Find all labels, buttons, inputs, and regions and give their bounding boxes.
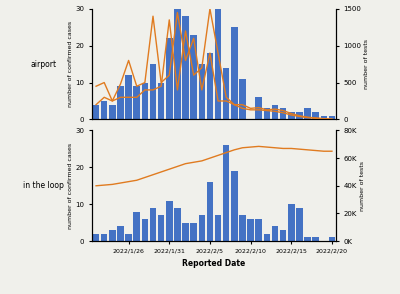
Bar — [288, 112, 294, 119]
Bar — [150, 208, 156, 241]
Bar — [280, 108, 286, 119]
Bar — [247, 219, 254, 241]
Bar — [264, 108, 270, 119]
Bar — [329, 237, 335, 241]
Bar — [256, 219, 262, 241]
Bar — [190, 35, 197, 119]
Bar — [223, 68, 230, 119]
Bar — [215, 9, 221, 119]
Bar — [109, 105, 116, 119]
Bar — [320, 116, 327, 119]
Bar — [304, 108, 311, 119]
Bar — [207, 53, 213, 119]
Bar — [256, 97, 262, 119]
Bar — [93, 234, 99, 241]
Text: airport: airport — [30, 60, 56, 69]
Bar — [296, 208, 303, 241]
Bar — [312, 237, 319, 241]
Bar — [239, 215, 246, 241]
Bar — [207, 182, 213, 241]
Bar — [158, 215, 164, 241]
Bar — [142, 219, 148, 241]
Bar — [223, 145, 230, 241]
Bar — [182, 223, 189, 241]
Bar — [174, 9, 181, 119]
Bar — [134, 212, 140, 241]
Bar — [166, 38, 172, 119]
Text: in the loop: in the loop — [23, 181, 64, 190]
X-axis label: Reported Date: Reported Date — [182, 259, 246, 268]
Bar — [125, 75, 132, 119]
Bar — [304, 237, 311, 241]
Bar — [109, 230, 116, 241]
Bar — [264, 234, 270, 241]
Bar — [231, 27, 238, 119]
Y-axis label: number of confirmed cases: number of confirmed cases — [68, 143, 72, 229]
Bar — [117, 86, 124, 119]
Bar — [272, 226, 278, 241]
Bar — [158, 83, 164, 119]
Bar — [296, 112, 303, 119]
Bar — [288, 204, 294, 241]
Bar — [272, 105, 278, 119]
Bar — [312, 112, 319, 119]
Bar — [198, 64, 205, 119]
Bar — [142, 83, 148, 119]
Bar — [125, 234, 132, 241]
Bar — [166, 201, 172, 241]
Bar — [117, 226, 124, 241]
Bar — [215, 215, 221, 241]
Bar — [231, 171, 238, 241]
Y-axis label: number of tests: number of tests — [360, 161, 365, 211]
Bar — [182, 16, 189, 119]
Bar — [101, 234, 108, 241]
Y-axis label: number of confirmed cases: number of confirmed cases — [68, 21, 72, 107]
Y-axis label: number of tests: number of tests — [364, 39, 370, 89]
Bar — [150, 64, 156, 119]
Bar — [134, 86, 140, 119]
Bar — [190, 223, 197, 241]
Bar — [174, 208, 181, 241]
Bar — [329, 116, 335, 119]
Bar — [93, 105, 99, 119]
Bar — [198, 215, 205, 241]
Bar — [101, 101, 108, 119]
Bar — [239, 79, 246, 119]
Bar — [280, 230, 286, 241]
